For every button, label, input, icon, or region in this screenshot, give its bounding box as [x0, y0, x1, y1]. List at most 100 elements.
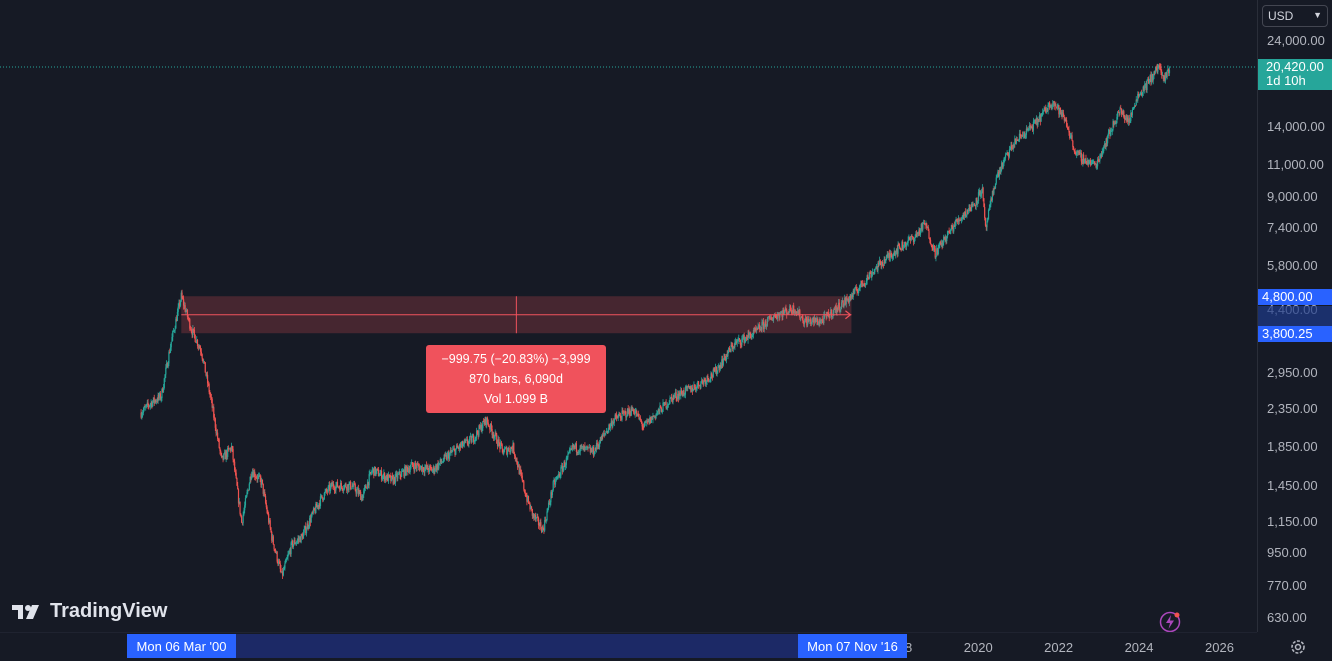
candle-body	[370, 472, 373, 474]
candle-body	[788, 312, 790, 314]
candle-body	[310, 516, 312, 523]
candle-body	[684, 386, 687, 395]
candle-body	[771, 319, 773, 321]
candle-body	[561, 466, 563, 468]
candle-body	[994, 188, 996, 189]
candle-body	[304, 526, 306, 529]
candle-body	[1123, 111, 1125, 118]
candle-body	[240, 513, 242, 517]
candle-body	[957, 220, 959, 223]
candle-body	[1128, 118, 1130, 123]
candle-body	[356, 489, 358, 494]
candle-body	[225, 451, 227, 460]
candle-body	[1094, 163, 1096, 165]
price-axis-tick: 630.00	[1267, 609, 1307, 625]
candle-body	[1119, 108, 1121, 113]
candle-body	[1124, 117, 1127, 120]
candle-body	[997, 171, 999, 176]
candle-body	[1090, 160, 1092, 166]
candle-body	[738, 338, 741, 340]
candle-body	[175, 318, 177, 329]
candle-body	[213, 407, 215, 418]
candle-body	[942, 242, 944, 246]
candle-body	[193, 329, 196, 335]
candle-body	[644, 421, 646, 423]
candle-body	[913, 237, 915, 243]
candle-body	[476, 430, 478, 438]
candle-body	[407, 468, 409, 473]
candle-body	[279, 563, 281, 569]
settings-icon[interactable]	[1288, 637, 1308, 657]
candle-body	[513, 453, 516, 456]
tradingview-logo[interactable]: TradingView	[12, 600, 167, 623]
candle-body	[393, 476, 395, 484]
candle-body	[341, 486, 343, 490]
candle-body	[891, 255, 893, 259]
candle-body	[395, 473, 397, 475]
candle-body	[611, 421, 613, 427]
candle-body	[680, 390, 682, 396]
candle-body	[489, 426, 491, 430]
candle-body	[703, 379, 705, 384]
candle-body	[373, 466, 376, 476]
candle-body	[428, 469, 430, 472]
candle-body	[974, 205, 976, 207]
candle-body	[479, 425, 482, 429]
candle-body	[331, 482, 333, 487]
candle-body	[1165, 72, 1167, 81]
candle-body	[288, 550, 291, 553]
candle-body	[343, 488, 345, 491]
candle-body	[1025, 134, 1027, 138]
candle-body	[424, 467, 426, 473]
flash-icon[interactable]	[1158, 610, 1182, 634]
candle-body	[193, 328, 195, 330]
candle-body	[659, 405, 661, 412]
candle-body	[478, 425, 480, 436]
candle-body	[1052, 103, 1054, 106]
price-chart[interactable]	[0, 0, 1257, 632]
candle-body	[571, 444, 574, 449]
candle-body	[1067, 127, 1069, 130]
candle-body	[833, 308, 835, 313]
candle-body	[264, 492, 266, 496]
candle-body	[266, 507, 268, 513]
measure-bottom-price: 3,800.25	[1262, 326, 1313, 341]
candle-body	[588, 447, 591, 449]
candle-body	[223, 452, 226, 454]
candle-body	[925, 223, 927, 225]
candle-body	[502, 448, 504, 455]
candle-body	[906, 242, 908, 244]
candle-body	[912, 236, 914, 240]
candle-body	[1121, 114, 1123, 115]
candle-body	[934, 248, 936, 258]
candle-body	[869, 272, 871, 274]
candle-body	[402, 470, 404, 472]
candle-body	[456, 445, 458, 448]
candle-body	[447, 453, 449, 455]
candle-body	[320, 495, 322, 497]
candle-body	[796, 311, 799, 314]
candle-body	[1018, 140, 1020, 142]
candle-body	[221, 455, 223, 458]
candle-body	[387, 474, 389, 482]
candle-body	[1059, 107, 1061, 115]
candle-body	[576, 451, 578, 453]
candle-body	[189, 328, 192, 330]
candle-body	[637, 413, 639, 415]
candle-body	[1132, 108, 1134, 110]
candle-body	[1117, 111, 1119, 118]
candle-body	[473, 441, 475, 443]
candle-body	[943, 236, 946, 240]
currency-selector[interactable]: USD ▼	[1262, 5, 1328, 27]
candle-body	[333, 483, 335, 488]
candle-body	[1103, 143, 1106, 147]
candle-body	[218, 439, 220, 448]
candle-body	[802, 317, 804, 323]
candle-body	[1147, 78, 1149, 80]
candle-body	[454, 448, 456, 455]
candle-body	[730, 344, 732, 352]
candle-body	[1032, 127, 1034, 131]
candle-body	[215, 427, 217, 434]
candle-body	[260, 478, 262, 485]
candle-body	[192, 328, 194, 335]
